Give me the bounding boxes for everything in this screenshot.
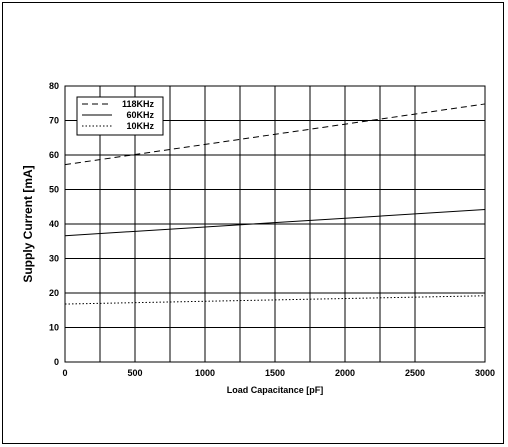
- x-tick-label: 3000: [475, 368, 495, 378]
- y-tick-label: 50: [49, 185, 59, 195]
- grid-lines: [64, 85, 486, 363]
- x-tick-label: 0: [62, 368, 67, 378]
- x-tick-label: 1500: [265, 368, 285, 378]
- y-tick-label: 60: [49, 150, 59, 160]
- y-axis-label: Supply Current [mA]: [21, 165, 35, 282]
- series-line-60khz: [64, 209, 486, 237]
- y-tick-label: 20: [49, 288, 59, 298]
- y-tick-label: 0: [54, 357, 59, 367]
- series-line-118khz: [64, 103, 486, 166]
- tick-labels: 0 10 20 30 40 50 60 70 80 0 500 1000 1500 2000 2500 300…: [49, 81, 495, 378]
- series-lines: [64, 103, 486, 305]
- x-tick-label: 1000: [195, 368, 215, 378]
- legend-box: [76, 96, 164, 136]
- x-tick-label: 500: [127, 368, 142, 378]
- y-tick-label: 40: [49, 219, 59, 229]
- legend-label-10khz: 10KHz: [126, 121, 154, 131]
- x-axis-label: Load Capacitance [pF]: [227, 385, 324, 395]
- legend-label-60khz: 60KHz: [126, 110, 154, 120]
- y-tick-label: 70: [49, 116, 59, 126]
- series-line-10khz: [64, 295, 486, 305]
- legend-label-118khz: 118KHz: [122, 99, 155, 109]
- x-tick-label: 2500: [405, 368, 425, 378]
- x-tick-label: 2000: [335, 368, 355, 378]
- y-tick-label: 80: [49, 81, 59, 91]
- y-tick-label: 30: [49, 254, 59, 264]
- y-tick-label: 10: [49, 323, 59, 333]
